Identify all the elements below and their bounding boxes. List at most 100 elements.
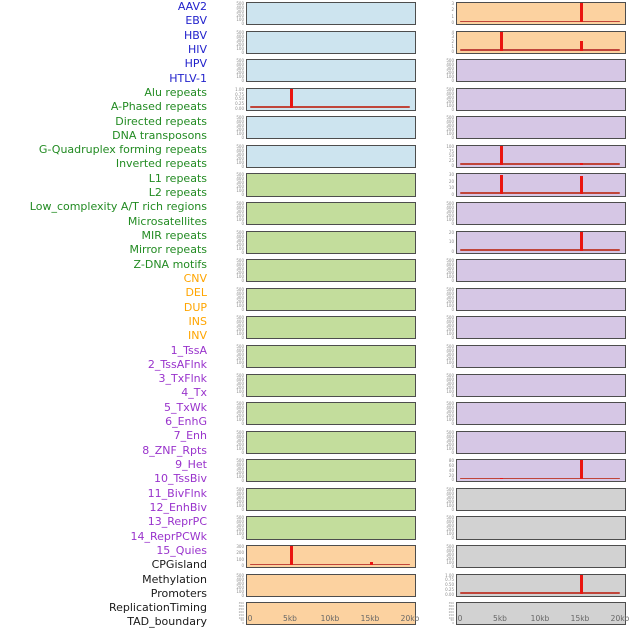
panel-row-9-het: 500 400 300 200 100 0 xyxy=(434,287,626,311)
y-tick: 200 xyxy=(446,555,454,561)
y-tick: 300 xyxy=(446,323,454,329)
y-tick: 0 xyxy=(451,335,454,341)
y-tick: 100 xyxy=(446,274,454,280)
y-tick: 100 xyxy=(446,131,454,137)
y-tick: 1 xyxy=(451,43,454,49)
y-axis-replicationtiming: 1.00 0.75 0.50 0.25 0.00 xyxy=(434,572,456,597)
signal-baseline xyxy=(460,592,620,594)
panel-replicationtiming xyxy=(456,573,626,597)
y-tick: 200 xyxy=(236,70,244,76)
y-tick: 0 xyxy=(451,221,454,227)
y-tick: 200 xyxy=(446,213,454,219)
panel-column-right: 3 2 1 0 4 3 2 1 0 500 400 300 200 100 0 500 400 300 200 100… xyxy=(434,2,626,631)
panel-15-quies xyxy=(456,459,626,483)
y-tick: 0 xyxy=(451,535,454,541)
y-tick: 300 xyxy=(446,437,454,443)
signal-spike xyxy=(579,3,583,23)
y-tick: 400 xyxy=(236,462,244,468)
y-tick: 200 xyxy=(446,384,454,390)
panel-row-cnv: 300 200 100 0 xyxy=(224,544,416,569)
y-tick: 350 xyxy=(238,601,244,606)
y-tick: 100 xyxy=(236,45,244,51)
panel-row-10-tssbiv: 500 400 300 200 100 0 xyxy=(434,316,626,341)
y-tick: 400 xyxy=(236,176,244,182)
y-axis-hbv: 500 400 300 200 100 0 xyxy=(224,59,246,83)
y-tick: 100 xyxy=(446,302,454,308)
track-label-4-tx: 4_Tx xyxy=(181,386,207,400)
y-tick: 200 xyxy=(236,155,244,161)
y-tick: 0 xyxy=(241,306,244,312)
y-tick: 500 xyxy=(236,372,244,378)
y-tick: 200 xyxy=(446,298,454,304)
panel-directed-repeats xyxy=(246,230,416,254)
panel-tad-boundary xyxy=(456,602,626,626)
y-tick: 0.75 xyxy=(445,577,454,583)
panel-row-12-enhbiv: 500 400 300 200 100 0 xyxy=(434,373,626,397)
y-tick: 500 xyxy=(446,343,454,349)
y-tick: 300 xyxy=(446,294,454,300)
y-tick: 200 xyxy=(236,270,244,276)
y-tick: 100 xyxy=(236,217,244,223)
y-tick: 200 xyxy=(236,298,244,304)
panel-hiv xyxy=(246,87,416,111)
panel-l2-repeats xyxy=(246,373,416,397)
track-label-3-txflnk: 3_TxFlnk xyxy=(158,372,207,386)
panel-6-enhg xyxy=(456,202,626,226)
y-axis-8-znf-rpts: 500 400 300 200 100 0 xyxy=(434,259,456,283)
track-label-l1-repeats: L1 repeats xyxy=(148,171,207,185)
track-label-ins: INS xyxy=(188,314,207,328)
panel-4-tx xyxy=(456,144,626,168)
y-tick: 0.50 xyxy=(445,582,454,588)
y-tick: 200 xyxy=(446,98,454,104)
y-tick: 0 xyxy=(451,48,454,54)
y-tick: 500 xyxy=(446,201,454,207)
y-tick: 300 xyxy=(236,37,244,43)
y-tick: 3 xyxy=(451,34,454,40)
y-tick: 150 xyxy=(238,612,244,617)
y-axis-hiv: 1.00 0.75 0.50 0.25 0.00 xyxy=(224,87,246,111)
y-tick: 0 xyxy=(241,249,244,255)
x-tick-20kb: 20kb xyxy=(400,614,420,623)
y-axis-11-bivflnk: 500 400 300 200 100 0 xyxy=(434,343,456,368)
track-label-z-dna-motifs: Z-DNA motifs xyxy=(133,257,207,271)
y-tick: 100 xyxy=(446,217,454,223)
y-tick: 0 xyxy=(242,621,244,626)
panel-row-6-enhg: 500 400 300 200 100 0 xyxy=(434,201,626,227)
y-tick: 500 xyxy=(446,58,454,64)
y-tick: 150 xyxy=(448,612,454,617)
y-tick: 200 xyxy=(446,527,454,533)
y-axis-7-enh: 20 10 0 xyxy=(434,230,456,254)
y-tick: 300 xyxy=(446,409,454,415)
y-tick: 500 xyxy=(236,572,244,578)
y-axis-2-tssaflnk: 500 400 300 200 100 0 xyxy=(434,87,456,111)
track-label-11-bivflnk: 11_BivFlnk xyxy=(147,486,207,500)
y-tick: 100 xyxy=(446,359,454,365)
y-tick: 100 xyxy=(236,331,244,337)
y-tick: 100 xyxy=(236,274,244,280)
y-tick: 20 xyxy=(448,178,454,184)
y-tick: 1 xyxy=(451,13,454,19)
y-tick: 200 xyxy=(448,609,454,614)
y-tick: 500 xyxy=(236,315,244,321)
y-tick: 300 xyxy=(236,123,244,129)
track-label-ebv: EBV xyxy=(185,14,207,28)
y-tick: 200 xyxy=(446,355,454,361)
y-tick: 400 xyxy=(236,62,244,68)
track-label-hbv: HBV xyxy=(183,28,207,42)
y-tick: 0 xyxy=(241,163,244,169)
y-tick: 1.00 xyxy=(445,572,454,578)
track-label-cnv: CNV xyxy=(183,271,207,285)
y-tick: 300 xyxy=(236,323,244,329)
y-axis-15-quies: 80 60 40 20 0 xyxy=(434,459,456,482)
y-tick: 200 xyxy=(446,441,454,447)
signal-spike xyxy=(579,231,583,251)
y-axis-a-phased-repeats: 500 400 300 200 100 0 xyxy=(224,202,246,226)
y-tick: 0 xyxy=(451,421,454,427)
panel-del xyxy=(246,573,416,597)
y-tick: 0 xyxy=(241,278,244,284)
panel-a-phased-repeats xyxy=(246,202,416,226)
panel-1-tssa xyxy=(456,59,626,83)
y-axis-6-enhg: 500 400 300 200 100 0 xyxy=(434,201,456,227)
signal-spike xyxy=(579,460,583,480)
panel-row-htlv-1: 500 400 300 200 100 0 xyxy=(224,144,416,169)
